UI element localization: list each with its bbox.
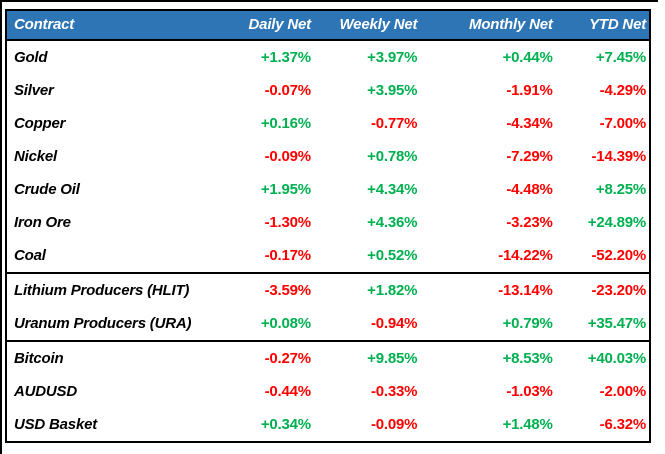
- contract-performance-table: Contract Daily Net Weekly Net Monthly Ne…: [5, 9, 651, 443]
- value-cell-weekly: +0.52%: [367, 247, 418, 264]
- value-cell-ytd: -2.00%: [599, 383, 647, 400]
- value-cell-daily: -0.27%: [213, 340, 314, 375]
- value-cell-monthly: +0.44%: [502, 49, 553, 66]
- value-cell-daily: -0.44%: [264, 383, 312, 400]
- value-cell-ytd: -4.29%: [599, 82, 647, 99]
- value-cell-weekly: +1.82%: [313, 272, 421, 307]
- value-cell-weekly: +4.34%: [367, 181, 418, 198]
- contract-cell: AUDUSD: [14, 383, 77, 400]
- value-cell-ytd: +8.25%: [595, 181, 646, 198]
- value-cell-monthly: -4.34%: [506, 115, 553, 132]
- table-row-bitcoin: Bitcoin -0.27% +9.85% +8.53% +40.03%: [6, 340, 650, 375]
- value-cell-ytd: -7.00%: [599, 115, 647, 132]
- value-cell-ytd: +24.89%: [587, 214, 646, 231]
- value-cell-daily: -0.07%: [264, 82, 312, 99]
- table-row-usd-basket: USD Basket +0.34% -0.09% +1.48% -6.32%: [6, 408, 650, 442]
- column-header-daily-net: Daily Net: [213, 10, 314, 41]
- contract-cell: Iron Ore: [14, 214, 71, 231]
- value-cell-ytd: -23.20%: [555, 272, 650, 307]
- column-header-ytd-net: YTD Net: [555, 10, 650, 41]
- table-row-silver: Silver -0.07% +3.95% -1.91% -4.29%: [6, 74, 650, 107]
- column-header-monthly-net: Monthly Net: [420, 10, 556, 41]
- value-cell-weekly: -0.33%: [370, 383, 418, 400]
- value-cell-weekly: +4.36%: [367, 214, 418, 231]
- table-row-copper: Copper +0.16% -0.77% -4.34% -7.00%: [6, 107, 650, 140]
- contract-cell: Crude Oil: [14, 181, 80, 198]
- table-row-lithium-producers: Lithium Producers (HLIT) -3.59% +1.82% -…: [6, 272, 650, 307]
- contract-cell: Uranum Producers (URA): [14, 315, 192, 332]
- contract-cell: Gold: [14, 49, 48, 66]
- value-cell-ytd: -6.32%: [599, 416, 647, 433]
- value-cell-weekly: +3.95%: [367, 82, 418, 99]
- value-cell-monthly: -1.03%: [506, 383, 553, 400]
- table-row-uranium-producers: Uranum Producers (URA) +0.08% -0.94% +0.…: [6, 307, 650, 341]
- table-row-crude-oil: Crude Oil +1.95% +4.34% -4.48% +8.25%: [6, 173, 650, 206]
- gridline-top: [0, 0, 658, 2]
- value-cell-daily: +0.34%: [260, 416, 311, 433]
- value-cell-monthly: +8.53%: [420, 340, 556, 375]
- contract-cell: Coal: [14, 247, 46, 264]
- value-cell-ytd: +40.03%: [555, 340, 650, 375]
- value-cell-weekly: +9.85%: [313, 340, 421, 375]
- value-cell-weekly: +0.78%: [367, 148, 418, 165]
- contract-cell: Bitcoin: [6, 340, 214, 375]
- value-cell-monthly: -14.22%: [498, 247, 553, 264]
- contract-cell: Silver: [14, 82, 54, 99]
- value-cell-monthly: -3.23%: [506, 214, 553, 231]
- table-row-gold: Gold +1.37% +3.97% +0.44% +7.45%: [6, 40, 650, 74]
- table-row-nickel: Nickel -0.09% +0.78% -7.29% -14.39%: [6, 140, 650, 173]
- value-cell-daily: -1.30%: [264, 214, 312, 231]
- column-header-weekly-net: Weekly Net: [313, 10, 421, 41]
- value-cell-monthly: -7.29%: [506, 148, 553, 165]
- value-cell-ytd: +7.45%: [595, 49, 646, 66]
- value-cell-monthly: -13.14%: [420, 272, 556, 307]
- contract-cell: Copper: [14, 115, 66, 132]
- value-cell-monthly: +1.48%: [502, 416, 553, 433]
- value-cell-ytd: -52.20%: [591, 247, 647, 264]
- column-header-contract: Contract: [6, 10, 214, 41]
- value-cell-ytd: -14.39%: [591, 148, 647, 165]
- header-row: Contract Daily Net Weekly Net Monthly Ne…: [6, 10, 650, 41]
- value-cell-daily: -0.09%: [264, 148, 312, 165]
- value-cell-daily: +0.16%: [260, 115, 311, 132]
- table-row-coal: Coal -0.17% +0.52% -14.22% -52.20%: [6, 239, 650, 273]
- value-cell-weekly: -0.94%: [370, 315, 418, 332]
- value-cell-monthly: -4.48%: [506, 181, 553, 198]
- value-cell-daily: -0.17%: [264, 247, 312, 264]
- value-cell-weekly: -0.77%: [370, 115, 418, 132]
- value-cell-daily: +0.08%: [260, 315, 311, 332]
- value-cell-monthly: +0.79%: [502, 315, 553, 332]
- table-row-audusd: AUDUSD -0.44% -0.33% -1.03% -2.00%: [6, 375, 650, 408]
- value-cell-monthly: -1.91%: [506, 82, 553, 99]
- contract-cell: Lithium Producers (HLIT): [6, 272, 214, 307]
- value-cell-daily: +1.95%: [260, 181, 311, 198]
- gridline-left: [0, 0, 2, 454]
- contract-cell: USD Basket: [14, 416, 98, 433]
- value-cell-daily: +1.37%: [260, 49, 311, 66]
- contract-cell: Nickel: [14, 148, 57, 165]
- table-row-iron-ore: Iron Ore -1.30% +4.36% -3.23% +24.89%: [6, 206, 650, 239]
- value-cell-weekly: -0.09%: [370, 416, 418, 433]
- value-cell-ytd: +35.47%: [587, 315, 646, 332]
- value-cell-daily: -3.59%: [213, 272, 314, 307]
- value-cell-weekly: +3.97%: [367, 49, 418, 66]
